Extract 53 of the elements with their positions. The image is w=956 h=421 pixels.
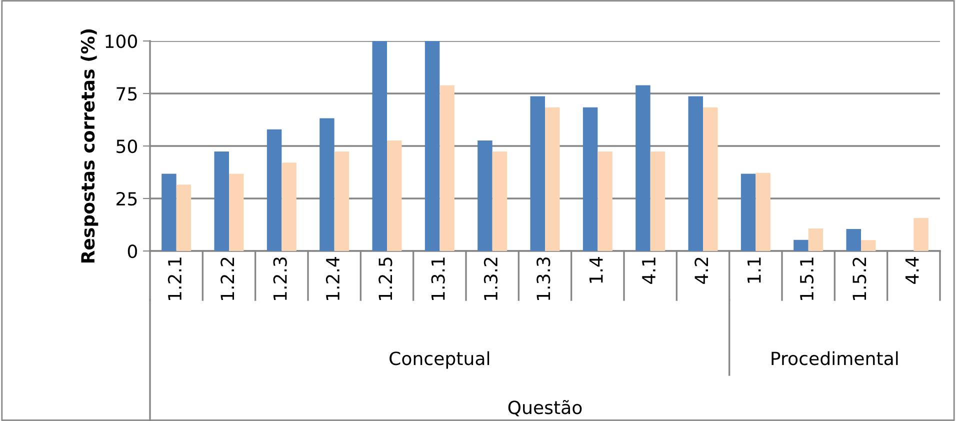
bar	[846, 228, 861, 251]
bar	[214, 151, 229, 251]
text: Procedimental	[772, 351, 898, 366]
x-tick-label: 4.2	[694, 258, 708, 284]
bar	[266, 129, 282, 251]
bar	[440, 85, 454, 251]
bar	[598, 151, 612, 251]
bar	[372, 41, 387, 251]
bar	[320, 118, 334, 251]
bar	[229, 174, 244, 251]
bar	[703, 107, 718, 251]
bar	[914, 218, 928, 251]
bar	[492, 151, 508, 251]
x-tick-label: 1.3.1	[431, 258, 445, 300]
bar	[334, 151, 350, 251]
x-tick-label: 1.2.3	[273, 257, 287, 300]
y-tick-label: 0	[128, 244, 137, 258]
x-tick-label: 1.4	[589, 257, 603, 283]
x-tick-label: 1.5.2	[852, 258, 866, 300]
y-axis-title: Respostas corretas (%)	[80, 29, 98, 263]
x-tick-label: 4.4	[905, 257, 919, 284]
x-tick-label: 1.5.1	[800, 258, 814, 300]
x-tick-label: 1.2.1	[168, 258, 182, 300]
x-tick-label: 1.2.2	[220, 258, 234, 300]
bar	[794, 240, 808, 251]
x-tick-label: 4.1	[642, 258, 656, 284]
y-tick-label: 100	[106, 34, 137, 48]
bar	[176, 184, 192, 251]
text: Questão	[508, 400, 582, 416]
x-tick-label: 1.2.5	[378, 258, 392, 300]
bar	[545, 107, 560, 251]
bar	[478, 140, 492, 251]
bar	[636, 85, 650, 251]
bar	[650, 151, 666, 251]
x-tick-label: 1.3.2	[484, 258, 498, 300]
bar	[688, 96, 703, 251]
bar	[808, 228, 824, 251]
y-tick-label: 50	[116, 139, 137, 154]
bar	[861, 240, 876, 251]
y-tick-label: 75	[116, 87, 137, 101]
bar	[756, 172, 770, 251]
x-tick-label: 1.2.4	[326, 257, 340, 300]
bar	[387, 140, 402, 251]
bar	[582, 107, 598, 251]
y-tick-label: 25	[116, 192, 137, 206]
bar	[424, 41, 440, 251]
text: Conceptual	[390, 351, 490, 369]
bar	[162, 174, 176, 251]
x-tick-label: 1.1	[747, 258, 761, 283]
bar	[740, 174, 756, 251]
x-tick-label: 1.3.3	[536, 257, 550, 300]
bar	[530, 96, 545, 251]
bar	[282, 162, 296, 251]
